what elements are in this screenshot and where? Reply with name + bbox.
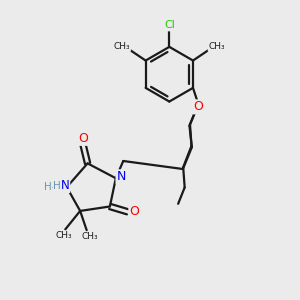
Text: O: O (78, 132, 88, 145)
Text: O: O (194, 100, 204, 113)
Text: H: H (53, 181, 61, 191)
Text: O: O (129, 205, 139, 218)
Text: N: N (116, 170, 126, 183)
Text: CH₃: CH₃ (208, 42, 225, 51)
Text: H–N: H–N (44, 182, 64, 192)
Text: CH₃: CH₃ (113, 42, 130, 51)
Text: CH₃: CH₃ (56, 231, 72, 240)
Text: CH₃: CH₃ (81, 232, 98, 241)
Text: N: N (61, 179, 70, 193)
Text: Cl: Cl (164, 20, 175, 31)
